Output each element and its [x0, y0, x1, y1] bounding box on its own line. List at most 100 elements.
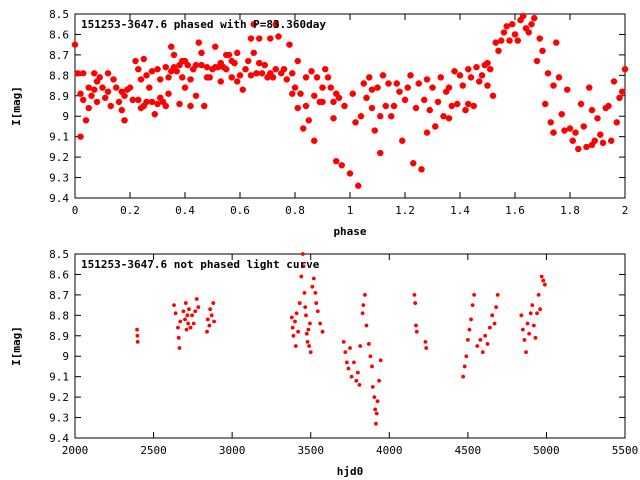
- unphased-data-point: [320, 329, 325, 334]
- unphased-data-point: [360, 311, 365, 316]
- unphased-data-point: [344, 360, 349, 365]
- unphased-data-point: [487, 325, 492, 330]
- unphased-data-point: [172, 303, 176, 308]
- unphased-data-point: [207, 323, 212, 328]
- unphased-data-point: [535, 311, 539, 316]
- unphased-data-point: [209, 313, 214, 318]
- unphased-y-tick-label: 9.3: [49, 412, 69, 425]
- unphased-data-point: [375, 399, 380, 404]
- unphased-data-point: [177, 346, 182, 350]
- unphased-data-point: [467, 327, 472, 332]
- unphased-data-point: [290, 325, 295, 330]
- unphased-data-point: [191, 321, 196, 326]
- unphased-y-tick-label: 9.1: [49, 371, 69, 384]
- unphased-data-point: [539, 274, 544, 279]
- unphased-data-point: [173, 311, 178, 316]
- unphased-data-point: [483, 333, 488, 338]
- phased-x-tick-label: 2: [622, 204, 629, 217]
- unphased-data-point: [414, 323, 418, 328]
- unphased-plot-title: 151253-3647.6 not phased light curve: [81, 258, 320, 271]
- phased-y-tick-label: 9.1: [49, 131, 69, 144]
- unphased-x-tick-label: 2000: [62, 444, 89, 457]
- unphased-data-point: [531, 323, 536, 328]
- unphased-data-point: [307, 344, 312, 348]
- unphased-data-point: [188, 325, 193, 330]
- phased-y-tick-label: 9: [62, 110, 69, 123]
- unphased-x-tick-label: 5000: [533, 444, 560, 457]
- unphased-data-points: [135, 252, 547, 426]
- unphased-data-point: [314, 301, 319, 305]
- unphased-data-point: [291, 333, 296, 338]
- unphased-data-point: [205, 329, 209, 334]
- unphased-data-point: [183, 317, 187, 322]
- unphased-x-tick-label: 3500: [297, 444, 324, 457]
- unphased-data-point: [211, 301, 216, 305]
- unphased-data-point: [355, 370, 360, 375]
- phased-y-tick-label: 8.8: [49, 69, 69, 82]
- unphased-data-point: [424, 346, 429, 350]
- unphased-data-point: [462, 364, 467, 369]
- unphased-data-point: [297, 301, 302, 305]
- phased-y-tick-label: 9.4: [49, 192, 69, 205]
- unphased-data-point: [348, 346, 352, 350]
- unphased-data-point: [478, 337, 483, 342]
- unphased-data-point: [303, 305, 308, 310]
- unphased-data-point: [374, 421, 378, 426]
- unphased-data-point: [289, 315, 294, 320]
- unphased-data-point: [372, 395, 377, 400]
- unphased-data-point: [475, 344, 480, 348]
- unphased-data-point: [485, 342, 490, 346]
- unphased-data-point: [296, 329, 301, 334]
- unphased-data-point: [361, 303, 366, 308]
- unphased-data-point: [480, 350, 485, 355]
- unphased-data-point: [304, 331, 309, 336]
- unphased-data-point: [311, 276, 316, 281]
- phased-data-points: [71, 12, 629, 189]
- unphased-data-point: [530, 303, 535, 308]
- phased-x-tick-label: 1.6: [505, 204, 525, 217]
- unphased-data-point: [212, 319, 216, 324]
- phased-y-tick-label: 8.5: [49, 8, 69, 21]
- unphased-data-point: [363, 292, 367, 297]
- unphased-data-point: [538, 307, 543, 312]
- unphased-data-point: [373, 407, 378, 412]
- unphased-data-point: [306, 327, 311, 332]
- phased-y-tick-label: 8.6: [49, 28, 69, 41]
- unphased-data-point: [490, 313, 495, 318]
- unphased-data-point: [346, 366, 351, 371]
- unphased-data-point: [413, 301, 418, 305]
- unphased-data-point: [190, 313, 194, 318]
- phased-x-tick-label: 1: [347, 204, 354, 217]
- unphased-data-point: [423, 340, 428, 344]
- unphased-data-point: [378, 358, 383, 363]
- unphased-data-point: [374, 411, 379, 416]
- phased-x-tick-label: 0.2: [120, 204, 140, 217]
- unphased-y-tick-label: 8.9: [49, 330, 69, 343]
- unphased-data-point: [315, 309, 320, 314]
- unphased-data-point: [302, 290, 307, 295]
- unphased-data-point: [354, 378, 359, 383]
- phased-y-tick-label: 9.2: [49, 151, 69, 164]
- unphased-data-point: [185, 313, 190, 318]
- unphased-y-tick-label: 8.5: [49, 248, 69, 261]
- phased-x-tick-label: 1.2: [395, 204, 415, 217]
- phased-y-axis-label: I[mag]: [10, 86, 23, 126]
- unphased-data-point: [492, 321, 497, 326]
- unphased-data-point: [465, 337, 470, 342]
- unphased-data-point: [308, 350, 313, 355]
- unphased-data-point: [472, 292, 477, 297]
- unphased-data-point: [358, 344, 363, 348]
- unphased-data-point: [308, 321, 312, 326]
- phased-x-tick-label: 0.8: [285, 204, 305, 217]
- unphased-data-point: [528, 311, 533, 316]
- phased-x-axis-label: phase: [333, 225, 366, 238]
- unphased-y-tick-label: 8.6: [49, 268, 69, 281]
- unphased-data-point: [377, 378, 381, 383]
- unphased-data-point: [370, 364, 374, 369]
- unphased-plot-frame: [74, 253, 626, 439]
- unphased-data-point: [370, 384, 375, 389]
- unphased-data-point: [536, 292, 541, 297]
- unphased-data-point: [310, 284, 315, 289]
- unphased-data-point: [520, 327, 525, 332]
